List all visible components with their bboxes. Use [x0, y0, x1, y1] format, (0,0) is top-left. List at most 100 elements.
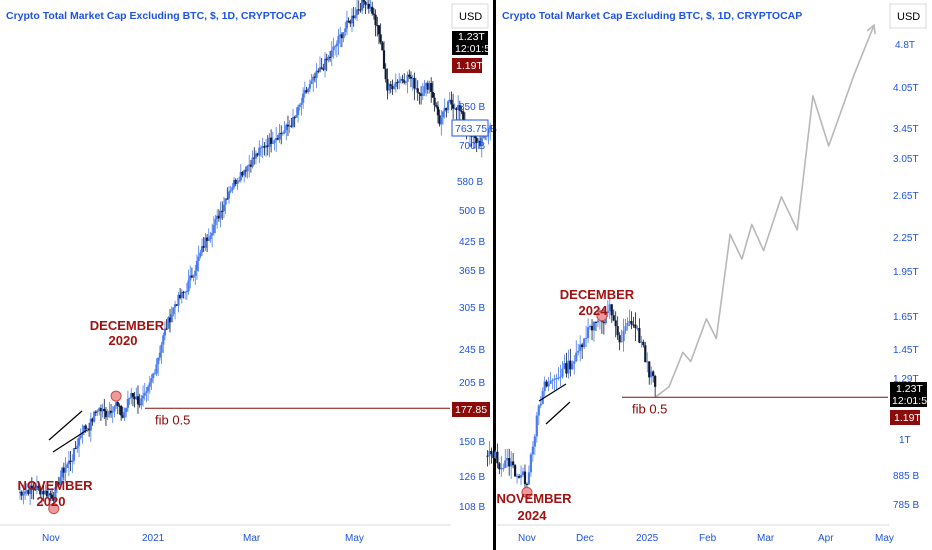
left-candle-body [56, 482, 59, 488]
left-candle-body [234, 180, 237, 184]
left-november-year: 2020 [37, 494, 66, 509]
right-tag-price-box [890, 382, 927, 394]
right-candle-body [588, 325, 592, 328]
right-candle-body [557, 377, 560, 379]
left-candle-body [462, 111, 465, 123]
left-candle-body [52, 498, 55, 501]
left-candle-body [307, 88, 310, 93]
left-candle-body [382, 50, 386, 69]
right-candle-body [537, 405, 540, 416]
left-currency-label[interactable]: USD [459, 11, 482, 23]
left-candle-body [327, 56, 330, 61]
left-tag-price-box [452, 31, 488, 42]
right-xtick-mar: Mar [757, 533, 775, 544]
left-candle-body [179, 294, 182, 298]
left-candle-body [364, 1, 367, 5]
left-candle-body [170, 314, 173, 323]
left-candle-body [317, 70, 320, 72]
left-candle-body [387, 84, 391, 91]
left-candle-body [290, 125, 293, 127]
left-candle-body [35, 485, 38, 490]
left-candle-body [32, 487, 35, 490]
right-candle-body [515, 476, 519, 478]
left-candle-body [131, 393, 135, 397]
left-candle-body [69, 460, 72, 463]
left-ytick-150b: 150 B [459, 437, 485, 448]
left-tag-timer-box [452, 42, 488, 55]
left-candle-body [394, 82, 397, 87]
left-candle-body [61, 467, 64, 478]
left-candle-body [99, 408, 103, 412]
left-candle-body [157, 357, 160, 365]
left-candle-body [430, 83, 433, 92]
left-candle-body [418, 92, 421, 94]
right-candle-series [486, 297, 657, 493]
left-candle-body [123, 412, 126, 418]
left-candle-body [74, 448, 77, 450]
left-candle-body [445, 107, 448, 111]
left-candle-body [84, 425, 87, 430]
left-candle-body [244, 170, 247, 172]
right-candle-body [486, 455, 489, 457]
right-currency-label[interactable]: USD [897, 11, 920, 23]
right-candle-body [512, 461, 515, 466]
left-candle-body [460, 110, 463, 112]
left-candle-body [344, 28, 347, 33]
right-projection-arrowhead [866, 23, 876, 35]
left-price-axis: 850 B 700 B 580 B 500 B 425 B 365 B 305 … [457, 102, 485, 513]
left-tag-outline: 763.75 B [455, 123, 497, 135]
left-candle-body [165, 328, 168, 330]
left-candle-body [335, 43, 338, 47]
right-candle-body [616, 326, 619, 336]
left-candle-body [50, 494, 54, 499]
left-candle-body [323, 58, 327, 70]
left-candle-body [288, 125, 291, 127]
right-candle-body [596, 320, 600, 323]
left-candle-body [62, 467, 65, 473]
right-candle-body [592, 321, 596, 331]
left-candle-body [300, 102, 303, 105]
right-candle-body [543, 381, 546, 392]
left-candle-body [205, 237, 209, 241]
left-ytick-126b: 126 B [459, 472, 485, 483]
right-candle-body [523, 471, 527, 484]
right-november-label: NOVEMBER [496, 491, 572, 506]
left-candle-body [371, 6, 374, 14]
left-candle-body [47, 493, 50, 497]
right-candle-body [529, 454, 532, 473]
left-candle-body [452, 104, 455, 109]
left-candle-body [20, 491, 23, 496]
left-candle-body [264, 145, 268, 148]
right-candle-body [638, 328, 641, 343]
left-candle-body [350, 15, 354, 24]
left-tag-fib: 177.85 B [455, 404, 497, 416]
right-candle-body [614, 320, 617, 327]
left-candle-body [216, 215, 219, 219]
left-candle-body [440, 117, 443, 125]
left-candle-body [433, 97, 436, 106]
left-candle-body [207, 239, 210, 241]
right-ytick-2-25t: 2.25T [893, 233, 919, 244]
left-candle-body [236, 181, 239, 184]
left-currency-box[interactable] [451, 3, 489, 29]
right-xtick-may: May [875, 533, 894, 544]
right-currency-box[interactable] [889, 3, 927, 29]
left-candle-body [359, 9, 362, 11]
left-candle-body [89, 418, 92, 431]
left-candle-body [177, 294, 180, 306]
left-candle-body [239, 171, 242, 181]
left-tag-price: 1.23T [458, 31, 485, 43]
left-candle-body [384, 68, 387, 80]
right-november-marker [521, 486, 533, 498]
left-candle-body [145, 391, 148, 393]
left-ytick-108b: 108 B [459, 502, 485, 513]
left-candle-body [108, 410, 111, 415]
left-candle-body [458, 105, 461, 111]
right-candle-body [571, 363, 574, 370]
left-candle-body [94, 411, 97, 413]
right-candle-body [573, 361, 576, 364]
left-candle-body [101, 408, 104, 412]
left-candle-body [194, 270, 197, 276]
left-candle-body [436, 106, 440, 116]
left-candle-body [192, 275, 195, 278]
